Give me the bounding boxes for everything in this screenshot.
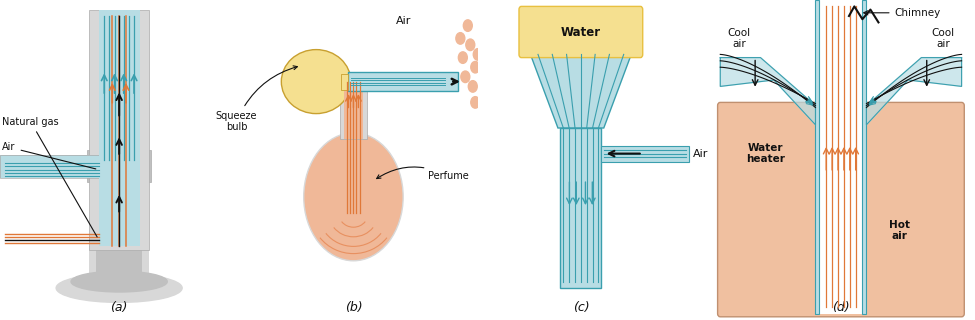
Circle shape (458, 52, 467, 63)
Bar (602, 146, 688, 162)
Bar (97, 246, 142, 288)
Text: Natural gas: Natural gas (2, 116, 98, 237)
Bar (348, 72, 458, 91)
Text: Cool
air: Cool air (727, 28, 751, 49)
Text: Air: Air (693, 148, 709, 159)
FancyBboxPatch shape (718, 102, 964, 317)
Text: Water
heater: Water heater (747, 143, 785, 164)
Ellipse shape (57, 274, 182, 302)
Text: Chimney: Chimney (864, 8, 941, 18)
Circle shape (461, 71, 470, 83)
Circle shape (471, 97, 480, 108)
Text: (a): (a) (110, 300, 128, 314)
Ellipse shape (282, 50, 351, 114)
Ellipse shape (71, 271, 168, 292)
Bar (819, 0, 862, 314)
Bar (90, 246, 149, 288)
Circle shape (473, 49, 483, 60)
Circle shape (463, 20, 472, 31)
Bar (0, 155, 98, 178)
Circle shape (468, 81, 477, 92)
Bar (863, 0, 867, 314)
Circle shape (466, 39, 475, 51)
Bar (0, 155, 98, 178)
Bar (87, 150, 151, 182)
Text: (b): (b) (344, 300, 363, 314)
Text: Water: Water (561, 26, 601, 38)
Text: Air: Air (396, 16, 410, 26)
Bar (344, 82, 363, 139)
Text: Air: Air (2, 142, 96, 169)
Circle shape (304, 133, 404, 261)
Text: Perfume: Perfume (376, 167, 469, 181)
Text: (d): (d) (832, 300, 850, 314)
Bar (98, 10, 139, 246)
Bar (561, 128, 602, 288)
Text: Hot
air: Hot air (889, 220, 911, 241)
Polygon shape (530, 54, 631, 128)
Circle shape (471, 61, 480, 73)
Text: Squeeze
bulb: Squeeze bulb (215, 66, 297, 132)
Bar (90, 10, 149, 250)
Polygon shape (867, 58, 961, 125)
Bar (341, 74, 348, 90)
Text: (c): (c) (572, 300, 589, 314)
FancyBboxPatch shape (519, 6, 643, 58)
Circle shape (456, 33, 465, 44)
Bar (339, 82, 368, 139)
Text: Cool
air: Cool air (931, 28, 955, 49)
Polygon shape (721, 58, 815, 125)
Bar (815, 0, 819, 314)
